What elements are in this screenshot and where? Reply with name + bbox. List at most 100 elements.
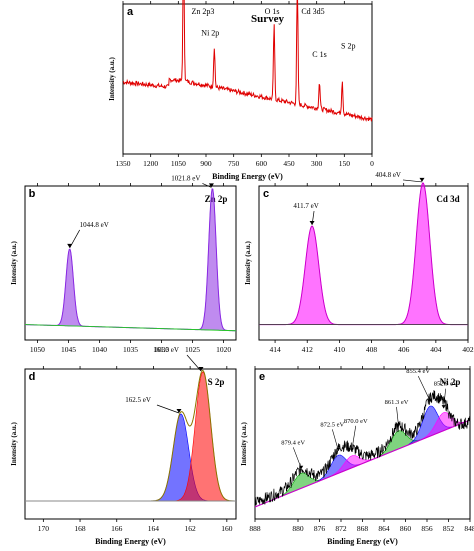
annotation-arrow: [156, 404, 180, 414]
panel-letter: a: [127, 6, 134, 18]
x-axis-label: Binding Energy (eV): [327, 537, 398, 546]
x-tick-label: 848: [464, 524, 474, 533]
arrow-head: [428, 398, 433, 403]
arrow-head: [336, 447, 341, 452]
peak-label: Cd 3d5: [301, 7, 324, 16]
peak-annotation: 1021.8 eV: [171, 174, 200, 182]
annotation-arrow: [417, 375, 431, 402]
x-tick-label: 872: [335, 524, 347, 533]
x-tick-label: 166: [111, 524, 123, 533]
panel-letter: e: [259, 371, 265, 383]
x-tick-label: 864: [378, 524, 390, 533]
x-tick-label: 0: [370, 159, 374, 168]
annotation-arrow: [396, 406, 399, 426]
panel-a: a 1350 1200 1050 900 750 600 450 300 150 0 Intensit…: [108, 0, 374, 181]
panel-c: c 414 412 410 408 406 404 402 Intensity (a.u.) Cd…: [244, 171, 474, 354]
peak-annotation: 872.5 eV: [320, 421, 344, 428]
x-axis-label: Binding Energy (eV): [212, 172, 283, 181]
x-tick-label: 1200: [143, 159, 158, 168]
annotation-arrow: [186, 354, 202, 372]
x-tick-label: 888: [249, 524, 261, 533]
peak-annotation: 855.4 eV: [406, 368, 430, 375]
x-tick-label: 300: [311, 159, 323, 168]
x-tick-label: 414: [269, 345, 281, 354]
x-tick-label: 876: [314, 524, 326, 533]
peak-label: S 2p: [341, 41, 355, 50]
peak-label: O 1s: [265, 7, 280, 16]
x-tick-label: 856: [421, 524, 433, 533]
panel-d: d 170 168 166 164 162 160 Intensity (a.u.) Bindi…: [10, 346, 237, 546]
x-tick-label: 406: [398, 345, 410, 354]
y-axis-label: Intensity (a.u.): [108, 56, 116, 100]
x-tick-label: 600: [256, 159, 268, 168]
y-axis-label: Intensity (a.u.): [244, 240, 252, 284]
chart-title: Ni 2p: [440, 377, 461, 387]
arrow-head: [441, 405, 446, 409]
peak-label: Ni 2p: [201, 29, 219, 38]
x-tick-label: 404: [430, 345, 442, 354]
x-tick-label: 1025: [185, 345, 200, 354]
annotation-arrow: [443, 388, 446, 408]
chart-title: S 2p: [208, 377, 225, 387]
x-tick-label: 750: [228, 159, 240, 168]
peak-annotation: 404.8 eV: [375, 171, 401, 179]
x-tick-label: 160: [221, 524, 233, 533]
panel-letter: d: [29, 371, 36, 383]
x-tick-label: 1350: [116, 159, 131, 168]
data-line: [254, 390, 471, 506]
peak-fill: [25, 371, 236, 502]
annotation-arrow: [351, 425, 357, 451]
envelope-line: [259, 182, 468, 326]
x-tick-label: 150: [339, 159, 351, 168]
arrow-head: [349, 448, 354, 452]
arrow-head: [419, 177, 425, 182]
x-tick-label: 168: [74, 524, 86, 533]
peak-fill: [25, 188, 237, 332]
baseline: [254, 419, 471, 508]
x-tick-label: 164: [148, 524, 160, 533]
arrow-head: [208, 183, 214, 188]
x-tick-label: 1045: [61, 345, 76, 354]
peak-annotation: 879.4 eV: [281, 439, 305, 446]
peak-annotation: 1044.8 eV: [80, 221, 109, 229]
x-tick-label: 880: [292, 524, 304, 533]
panel-b: b 1050 1045 1040 1035 1030 1025 1020 Intensity (…: [10, 174, 237, 354]
x-tick-label: 450: [283, 159, 295, 168]
arrow-head: [176, 409, 182, 413]
peak-annotation: 870.0 eV: [344, 418, 368, 425]
x-tick-label: 408: [366, 345, 378, 354]
arrow-head: [67, 243, 73, 248]
x-tick-label: 1050: [30, 345, 45, 354]
panel-frame: [24, 368, 237, 520]
peak-annotation: 852.9 eV: [434, 381, 458, 388]
annotation-arrow: [292, 447, 302, 469]
annotation-arrow: [402, 179, 423, 183]
x-tick-label: 162: [185, 524, 197, 533]
x-tick-label: 412: [302, 345, 314, 354]
y-axis-label: Intensity (a.u.): [10, 240, 18, 284]
peak-label: C 1s: [312, 50, 326, 59]
panel-frame: [258, 185, 469, 341]
peak-label: Zn 2p3: [192, 7, 215, 16]
arrow-head: [309, 221, 315, 226]
x-tick-label: 1050: [171, 159, 186, 168]
arrow-head: [299, 465, 304, 470]
survey-line: [122, 0, 373, 122]
x-tick-label: 868: [357, 524, 369, 533]
x-tick-label: 1030: [154, 345, 169, 354]
annotation-arrow: [332, 429, 339, 451]
x-tick-label: 1020: [216, 345, 231, 354]
x-axis-label: Binding Energy (eV): [95, 537, 166, 546]
panel-letter: b: [29, 188, 36, 200]
y-axis-label: Intensity (a.u.): [10, 421, 18, 465]
chart-title: Cd 3d: [436, 194, 459, 204]
peak-annotation: 861.3 eV: [385, 399, 409, 406]
x-tick-label: 860: [400, 524, 412, 533]
envelope-line: [25, 188, 237, 332]
x-tick-label: 852: [443, 524, 455, 533]
peak-annotation: 411.7 eV: [293, 202, 318, 210]
y-axis-label: Intensity (a.u.): [240, 421, 248, 465]
x-tick-label: 1040: [92, 345, 107, 354]
x-tick-label: 410: [334, 345, 346, 354]
